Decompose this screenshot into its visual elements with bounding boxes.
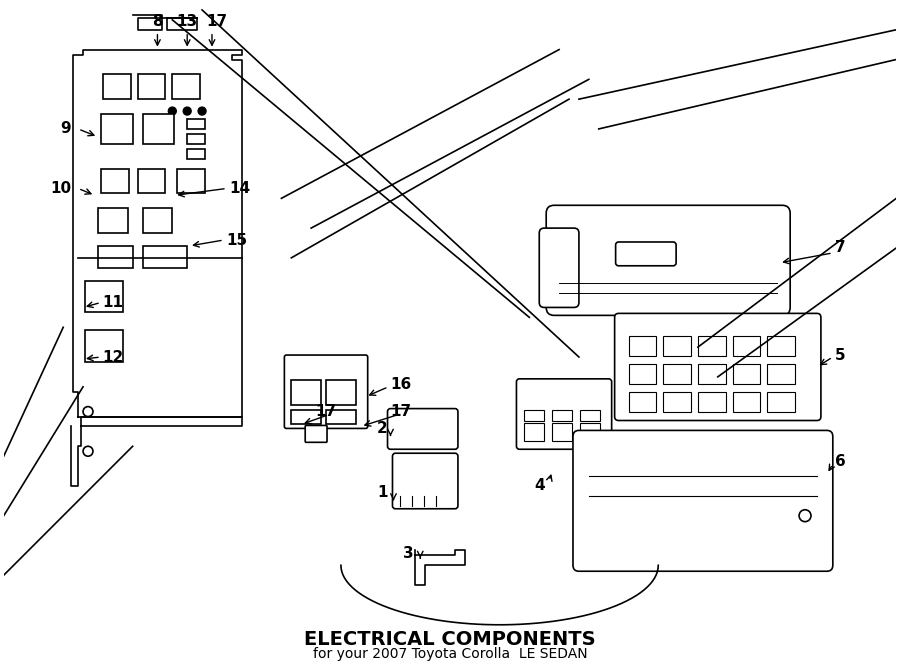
Bar [85, 330, 122, 362]
Bar [733, 364, 760, 384]
Bar [552, 410, 572, 422]
Bar [628, 364, 656, 384]
Text: 16: 16 [391, 377, 411, 392]
FancyBboxPatch shape [615, 313, 821, 420]
FancyBboxPatch shape [392, 453, 458, 509]
Text: 13: 13 [176, 15, 198, 29]
Bar [552, 424, 572, 442]
Bar [768, 364, 795, 384]
Bar [698, 364, 725, 384]
Circle shape [184, 107, 191, 115]
Bar [326, 380, 356, 405]
Bar [698, 392, 725, 412]
Text: 14: 14 [230, 181, 250, 196]
Bar [138, 169, 166, 194]
Bar [733, 336, 760, 356]
Circle shape [168, 107, 176, 115]
Text: 12: 12 [103, 350, 123, 364]
Bar [292, 380, 321, 405]
FancyBboxPatch shape [546, 206, 790, 315]
FancyBboxPatch shape [573, 430, 832, 571]
Bar [103, 75, 130, 99]
FancyBboxPatch shape [539, 228, 579, 307]
Text: 4: 4 [534, 479, 544, 494]
Bar [101, 169, 129, 194]
Text: 10: 10 [50, 181, 72, 196]
Text: 6: 6 [835, 453, 845, 469]
Text: 7: 7 [835, 241, 845, 255]
Bar [525, 424, 544, 442]
Text: 11: 11 [103, 295, 123, 310]
Bar [628, 392, 656, 412]
Text: 1: 1 [377, 485, 388, 500]
Bar [663, 336, 691, 356]
Bar [142, 246, 187, 268]
Bar [187, 134, 205, 144]
Bar [98, 208, 128, 233]
Bar [663, 364, 691, 384]
FancyBboxPatch shape [616, 242, 676, 266]
Text: 5: 5 [835, 348, 845, 362]
Bar [172, 75, 200, 99]
Bar [142, 114, 175, 144]
Bar [768, 336, 795, 356]
Text: 8: 8 [152, 15, 163, 29]
Bar [628, 336, 656, 356]
Text: 17: 17 [206, 15, 228, 29]
Bar [85, 281, 122, 313]
Text: 15: 15 [226, 233, 248, 247]
Bar [177, 169, 205, 194]
Bar [733, 392, 760, 412]
Bar [138, 75, 166, 99]
Text: ELECTRICAL COMPONENTS: ELECTRICAL COMPONENTS [304, 630, 596, 649]
Circle shape [198, 107, 206, 115]
Bar [663, 392, 691, 412]
Bar [101, 114, 132, 144]
FancyBboxPatch shape [305, 426, 327, 442]
Text: for your 2007 Toyota Corolla  LE SEDAN: for your 2007 Toyota Corolla LE SEDAN [312, 646, 588, 660]
Bar [326, 410, 356, 424]
Text: 3: 3 [403, 546, 414, 561]
Bar [142, 208, 172, 233]
Bar [768, 392, 795, 412]
Bar [525, 410, 544, 422]
Bar [580, 424, 599, 442]
Text: 9: 9 [60, 122, 70, 136]
FancyBboxPatch shape [284, 355, 368, 428]
Text: 17: 17 [390, 404, 411, 419]
FancyBboxPatch shape [388, 408, 458, 449]
FancyBboxPatch shape [517, 379, 612, 449]
Bar [698, 336, 725, 356]
Bar [187, 119, 205, 129]
Bar [98, 246, 132, 268]
Text: 17: 17 [316, 404, 337, 419]
Text: 2: 2 [377, 421, 388, 436]
Bar [292, 410, 321, 424]
Bar [580, 410, 599, 422]
Bar [187, 149, 205, 159]
